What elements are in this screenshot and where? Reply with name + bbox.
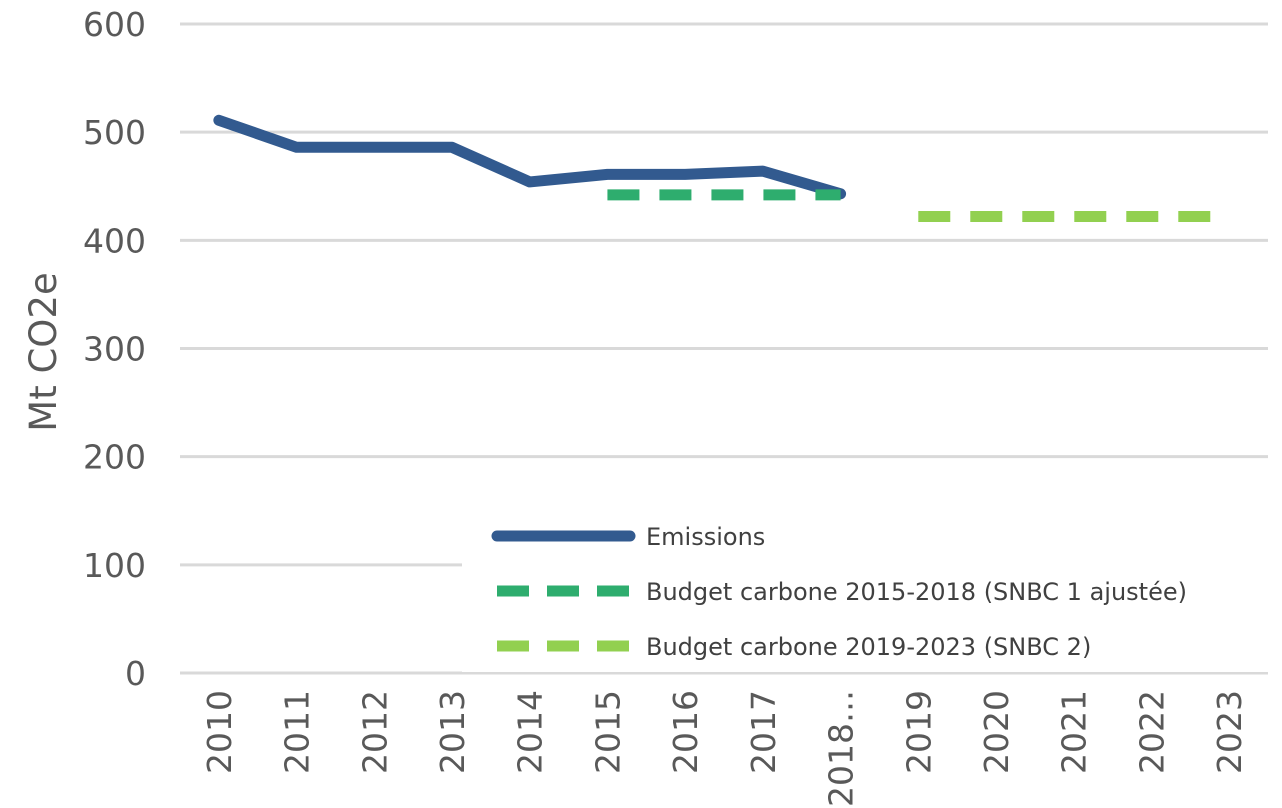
- x-tick-label: 2014: [511, 690, 550, 774]
- x-tick-label: 2020: [977, 690, 1016, 774]
- x-tick-label: 2012: [355, 690, 394, 774]
- x-tick-label: 2010: [200, 690, 239, 774]
- x-tick-label: 2018…: [822, 690, 861, 807]
- legend-label-1: Budget carbone 2015-2018 (SNBC 1 ajustée…: [646, 578, 1187, 606]
- y-tick-label: 200: [83, 438, 146, 477]
- y-tick-label: 500: [83, 113, 146, 152]
- y-tick-label: 600: [83, 5, 146, 44]
- legend: Emissions Budget carbone 2015-2018 (SNBC …: [462, 512, 1268, 672]
- legend-label-2: Budget carbone 2019-2023 (SNBC 2): [646, 633, 1091, 661]
- x-tick-label: 2017: [744, 690, 783, 774]
- x-tick-label: 2021: [1055, 690, 1094, 774]
- y-axis: 0 100 200 300 400 500 600: [83, 5, 146, 693]
- y-tick-label: 400: [83, 221, 146, 260]
- x-tick-label: 2019: [899, 690, 938, 774]
- x-tick-label: 2011: [278, 690, 317, 774]
- y-axis-label: Mt CO2e: [22, 272, 65, 431]
- y-tick-label: 100: [83, 546, 146, 585]
- x-tick-label: 2016: [666, 690, 705, 774]
- legend-label-0: Emissions: [646, 523, 765, 551]
- x-tick-label: 2022: [1132, 690, 1171, 774]
- x-axis: 2010 2011 2012 2013 2014 2015 2016 2017 2018… 201…: [200, 690, 1249, 807]
- y-tick-label: 0: [125, 654, 146, 693]
- x-tick-label: 2013: [433, 690, 472, 774]
- gridlines: [180, 22, 1268, 675]
- x-tick-label: 2015: [588, 690, 627, 774]
- y-tick-label: 300: [83, 330, 146, 369]
- series-lines: [213, 114, 1230, 223]
- x-tick-label: 2023: [1210, 690, 1249, 774]
